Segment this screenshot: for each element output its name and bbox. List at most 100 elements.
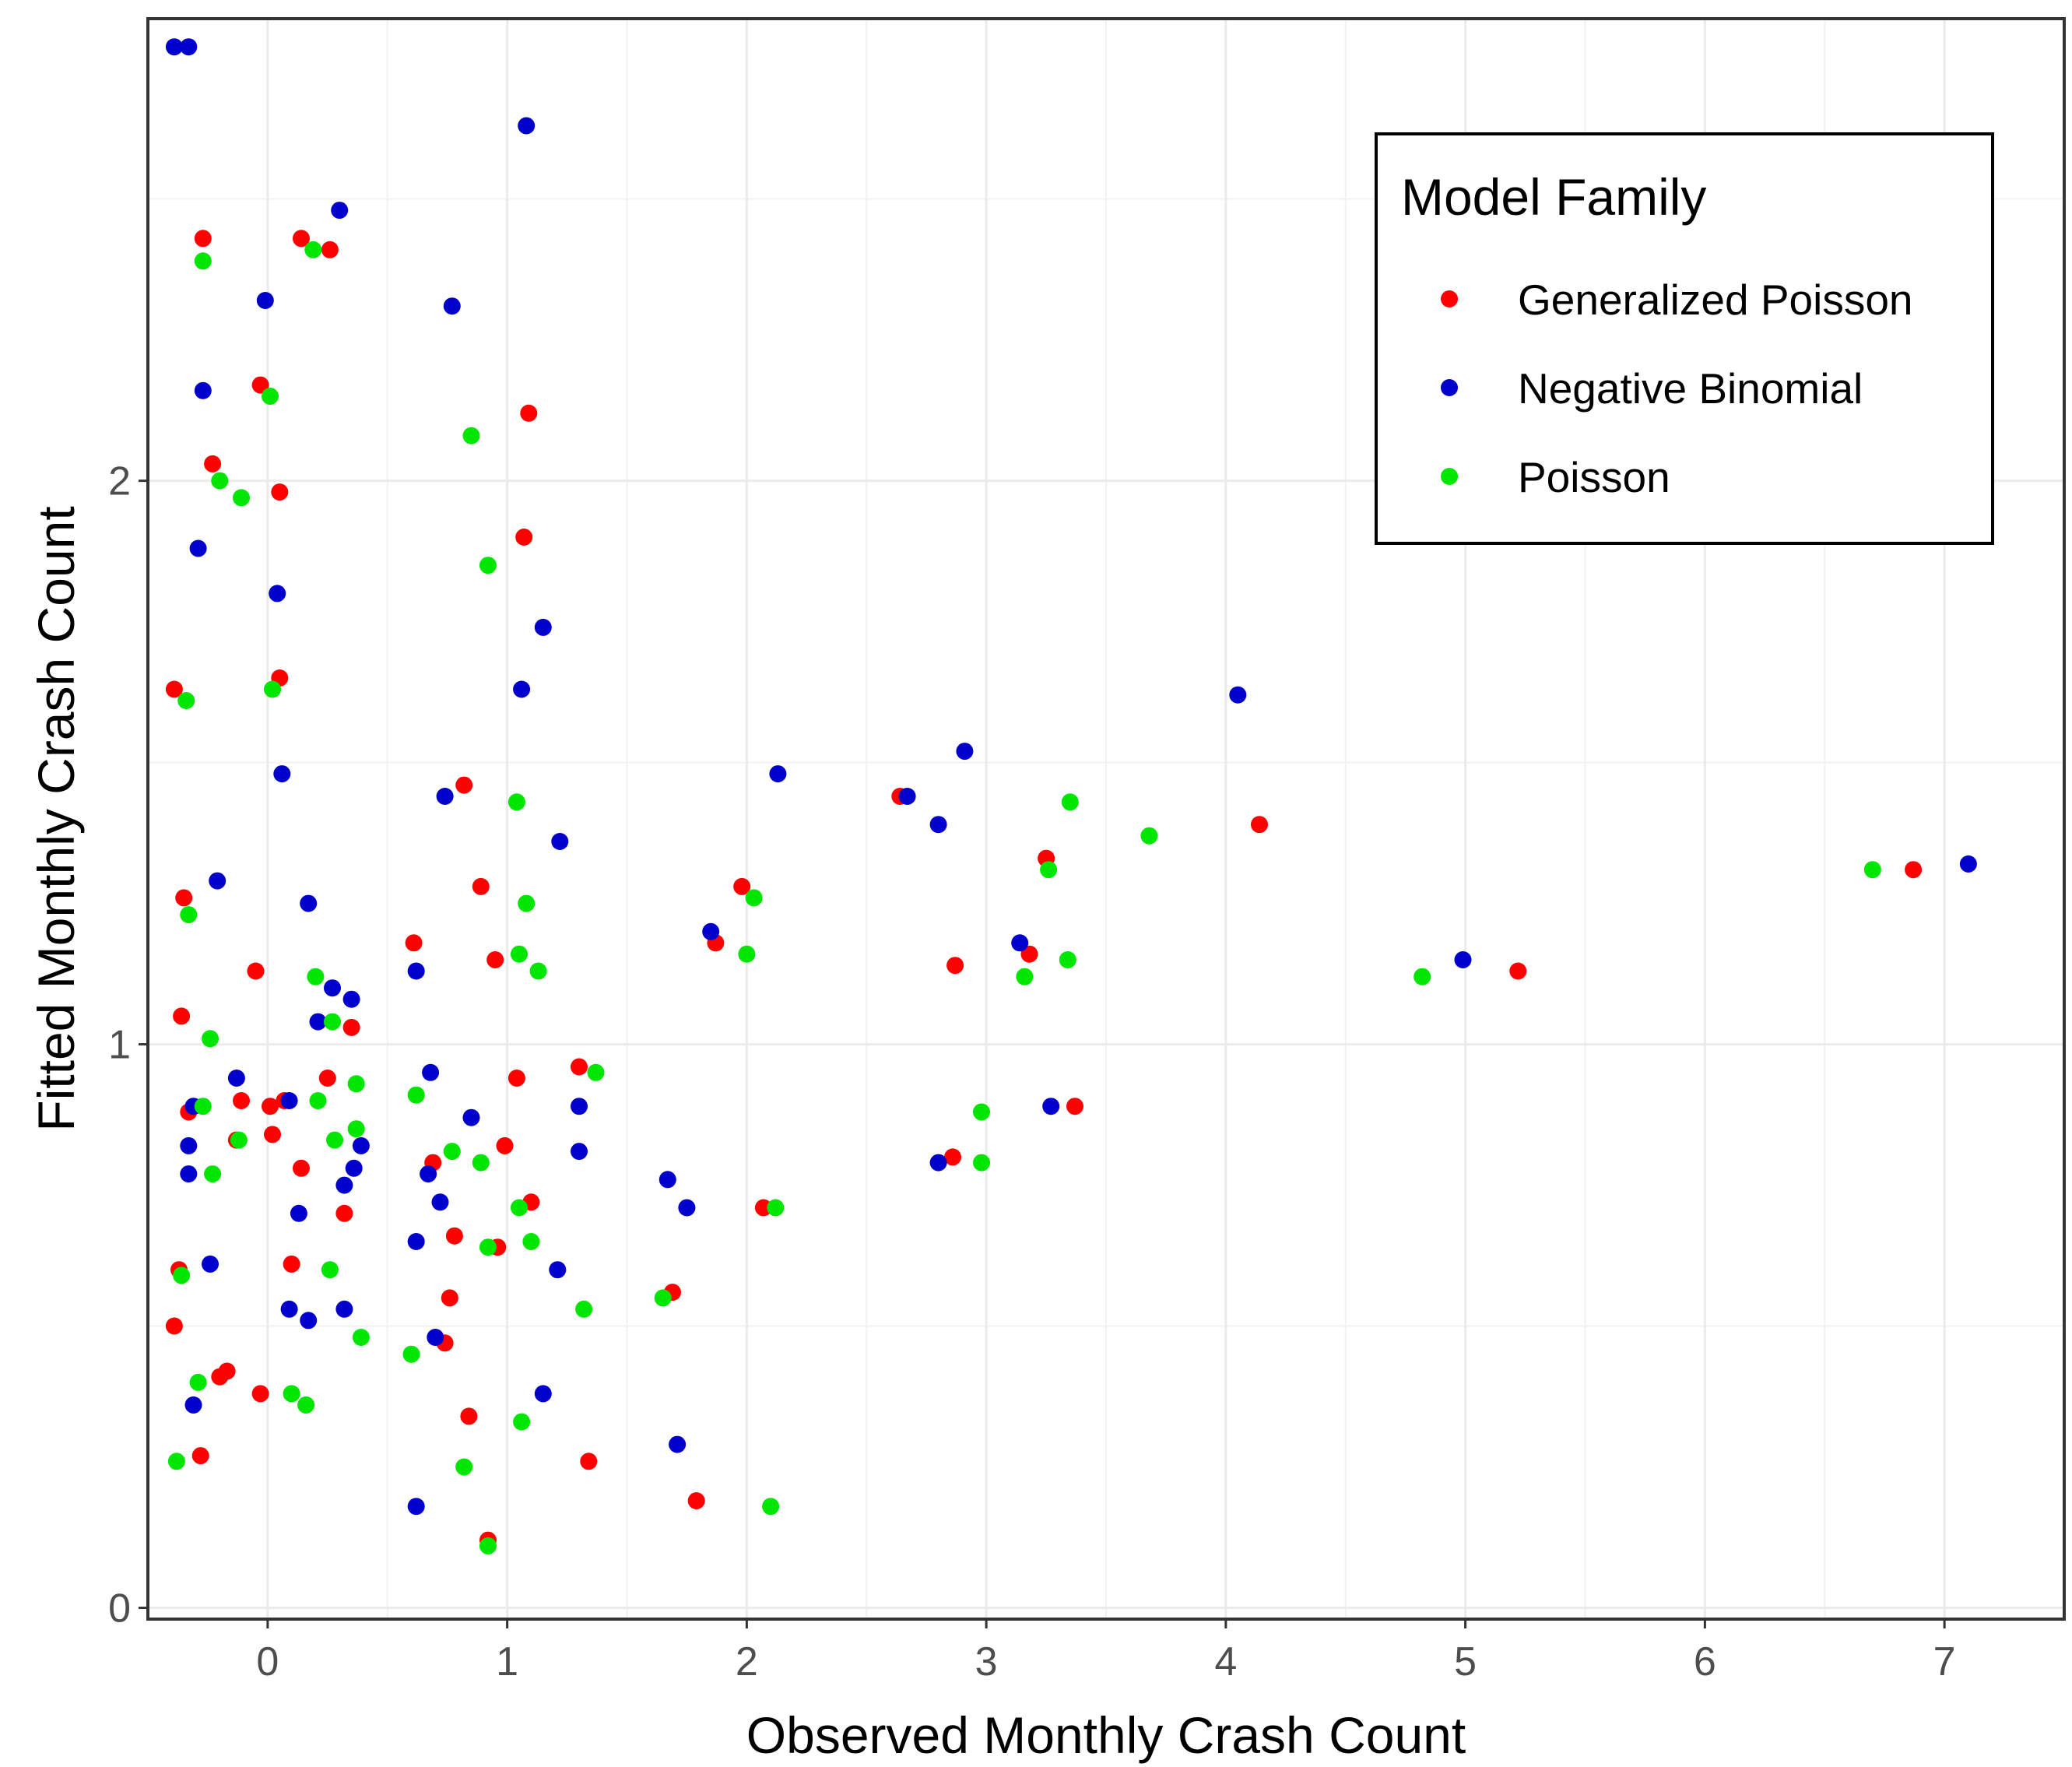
data-point	[251, 376, 269, 394]
data-point	[571, 1058, 588, 1076]
data-point	[204, 455, 222, 472]
data-point	[209, 872, 227, 890]
data-point	[300, 894, 318, 912]
data-point	[455, 1458, 473, 1476]
data-point	[929, 816, 947, 834]
legend-title: Model Family	[1401, 168, 1706, 226]
data-point	[1959, 855, 1977, 873]
data-point	[455, 776, 473, 794]
data-point	[347, 1120, 365, 1138]
data-point	[946, 957, 964, 975]
data-point	[518, 894, 536, 912]
data-point	[180, 1165, 198, 1183]
data-point	[443, 297, 461, 315]
data-point	[264, 1126, 281, 1143]
data-point	[520, 404, 538, 422]
legend-label: Negative Binomial	[1518, 364, 1863, 413]
data-point	[944, 1148, 961, 1166]
data-point	[575, 1300, 593, 1318]
x-tick-label: 3	[975, 1639, 998, 1684]
data-point	[256, 292, 274, 309]
data-point	[180, 1136, 198, 1154]
data-point	[431, 1193, 449, 1211]
data-point	[269, 585, 286, 602]
data-point	[184, 1396, 202, 1414]
data-point	[551, 833, 569, 850]
data-point	[460, 1407, 478, 1425]
y-axis-title: Fitted Monthly Crash Count	[27, 506, 85, 1131]
data-point	[324, 1013, 341, 1031]
data-point	[342, 990, 360, 1008]
data-point	[549, 1261, 567, 1279]
data-point	[407, 1498, 425, 1516]
data-point	[177, 692, 195, 709]
data-point	[898, 788, 916, 805]
data-point	[309, 1013, 327, 1031]
data-point	[745, 889, 763, 907]
y-tick-label: 0	[108, 1586, 131, 1632]
data-point	[297, 1396, 315, 1414]
data-point	[211, 1368, 229, 1386]
data-point	[571, 1143, 588, 1161]
data-point	[271, 483, 289, 501]
data-point	[973, 1103, 990, 1121]
data-point	[1040, 861, 1058, 879]
x-axis-title: Observed Monthly Crash Count	[746, 1706, 1466, 1764]
data-point	[352, 1136, 370, 1154]
legend-key	[1441, 468, 1458, 485]
data-point	[479, 1238, 497, 1256]
data-point	[321, 241, 339, 258]
data-point	[191, 1447, 209, 1465]
legend-box	[1375, 132, 1994, 545]
data-point	[702, 922, 720, 940]
data-point	[427, 1329, 444, 1346]
data-point	[407, 962, 425, 980]
data-point	[194, 252, 212, 270]
data-point	[335, 1300, 353, 1318]
data-point	[687, 1492, 705, 1509]
data-point	[738, 945, 756, 963]
data-point	[1061, 793, 1079, 811]
data-point	[518, 117, 536, 135]
data-point	[513, 1413, 531, 1431]
data-point	[1020, 945, 1038, 963]
data-point	[496, 1136, 514, 1154]
data-point	[180, 906, 198, 924]
data-point	[405, 934, 423, 952]
data-point	[1454, 951, 1472, 968]
data-point	[956, 743, 974, 761]
data-point	[407, 1233, 425, 1250]
data-point	[733, 877, 751, 895]
data-point	[522, 1233, 540, 1250]
data-point	[280, 1092, 298, 1109]
data-point	[347, 1075, 365, 1093]
data-point	[173, 1007, 191, 1025]
data-point	[472, 1154, 490, 1172]
data-point	[345, 1159, 363, 1177]
data-point	[1905, 861, 1923, 879]
data-point	[189, 1373, 207, 1391]
data-point	[180, 38, 198, 56]
y-tick-label: 1	[108, 1023, 131, 1068]
data-point	[587, 1063, 605, 1081]
data-point	[318, 1070, 336, 1087]
data-point	[264, 680, 281, 698]
data-point	[283, 1385, 300, 1403]
data-point	[283, 1255, 300, 1273]
data-point	[290, 1204, 307, 1222]
data-point	[658, 1171, 676, 1189]
data-point	[335, 1176, 353, 1194]
data-point	[654, 1289, 672, 1307]
data-point	[173, 1266, 191, 1284]
data-point	[175, 889, 193, 907]
data-point	[1414, 968, 1431, 985]
data-point	[1016, 968, 1034, 985]
data-point	[262, 388, 279, 405]
data-point	[472, 877, 490, 895]
data-point	[515, 529, 533, 546]
data-point	[402, 1345, 420, 1363]
data-point	[1509, 962, 1527, 980]
data-point	[1042, 1098, 1060, 1115]
data-point	[352, 1329, 370, 1346]
data-point	[202, 1255, 219, 1273]
